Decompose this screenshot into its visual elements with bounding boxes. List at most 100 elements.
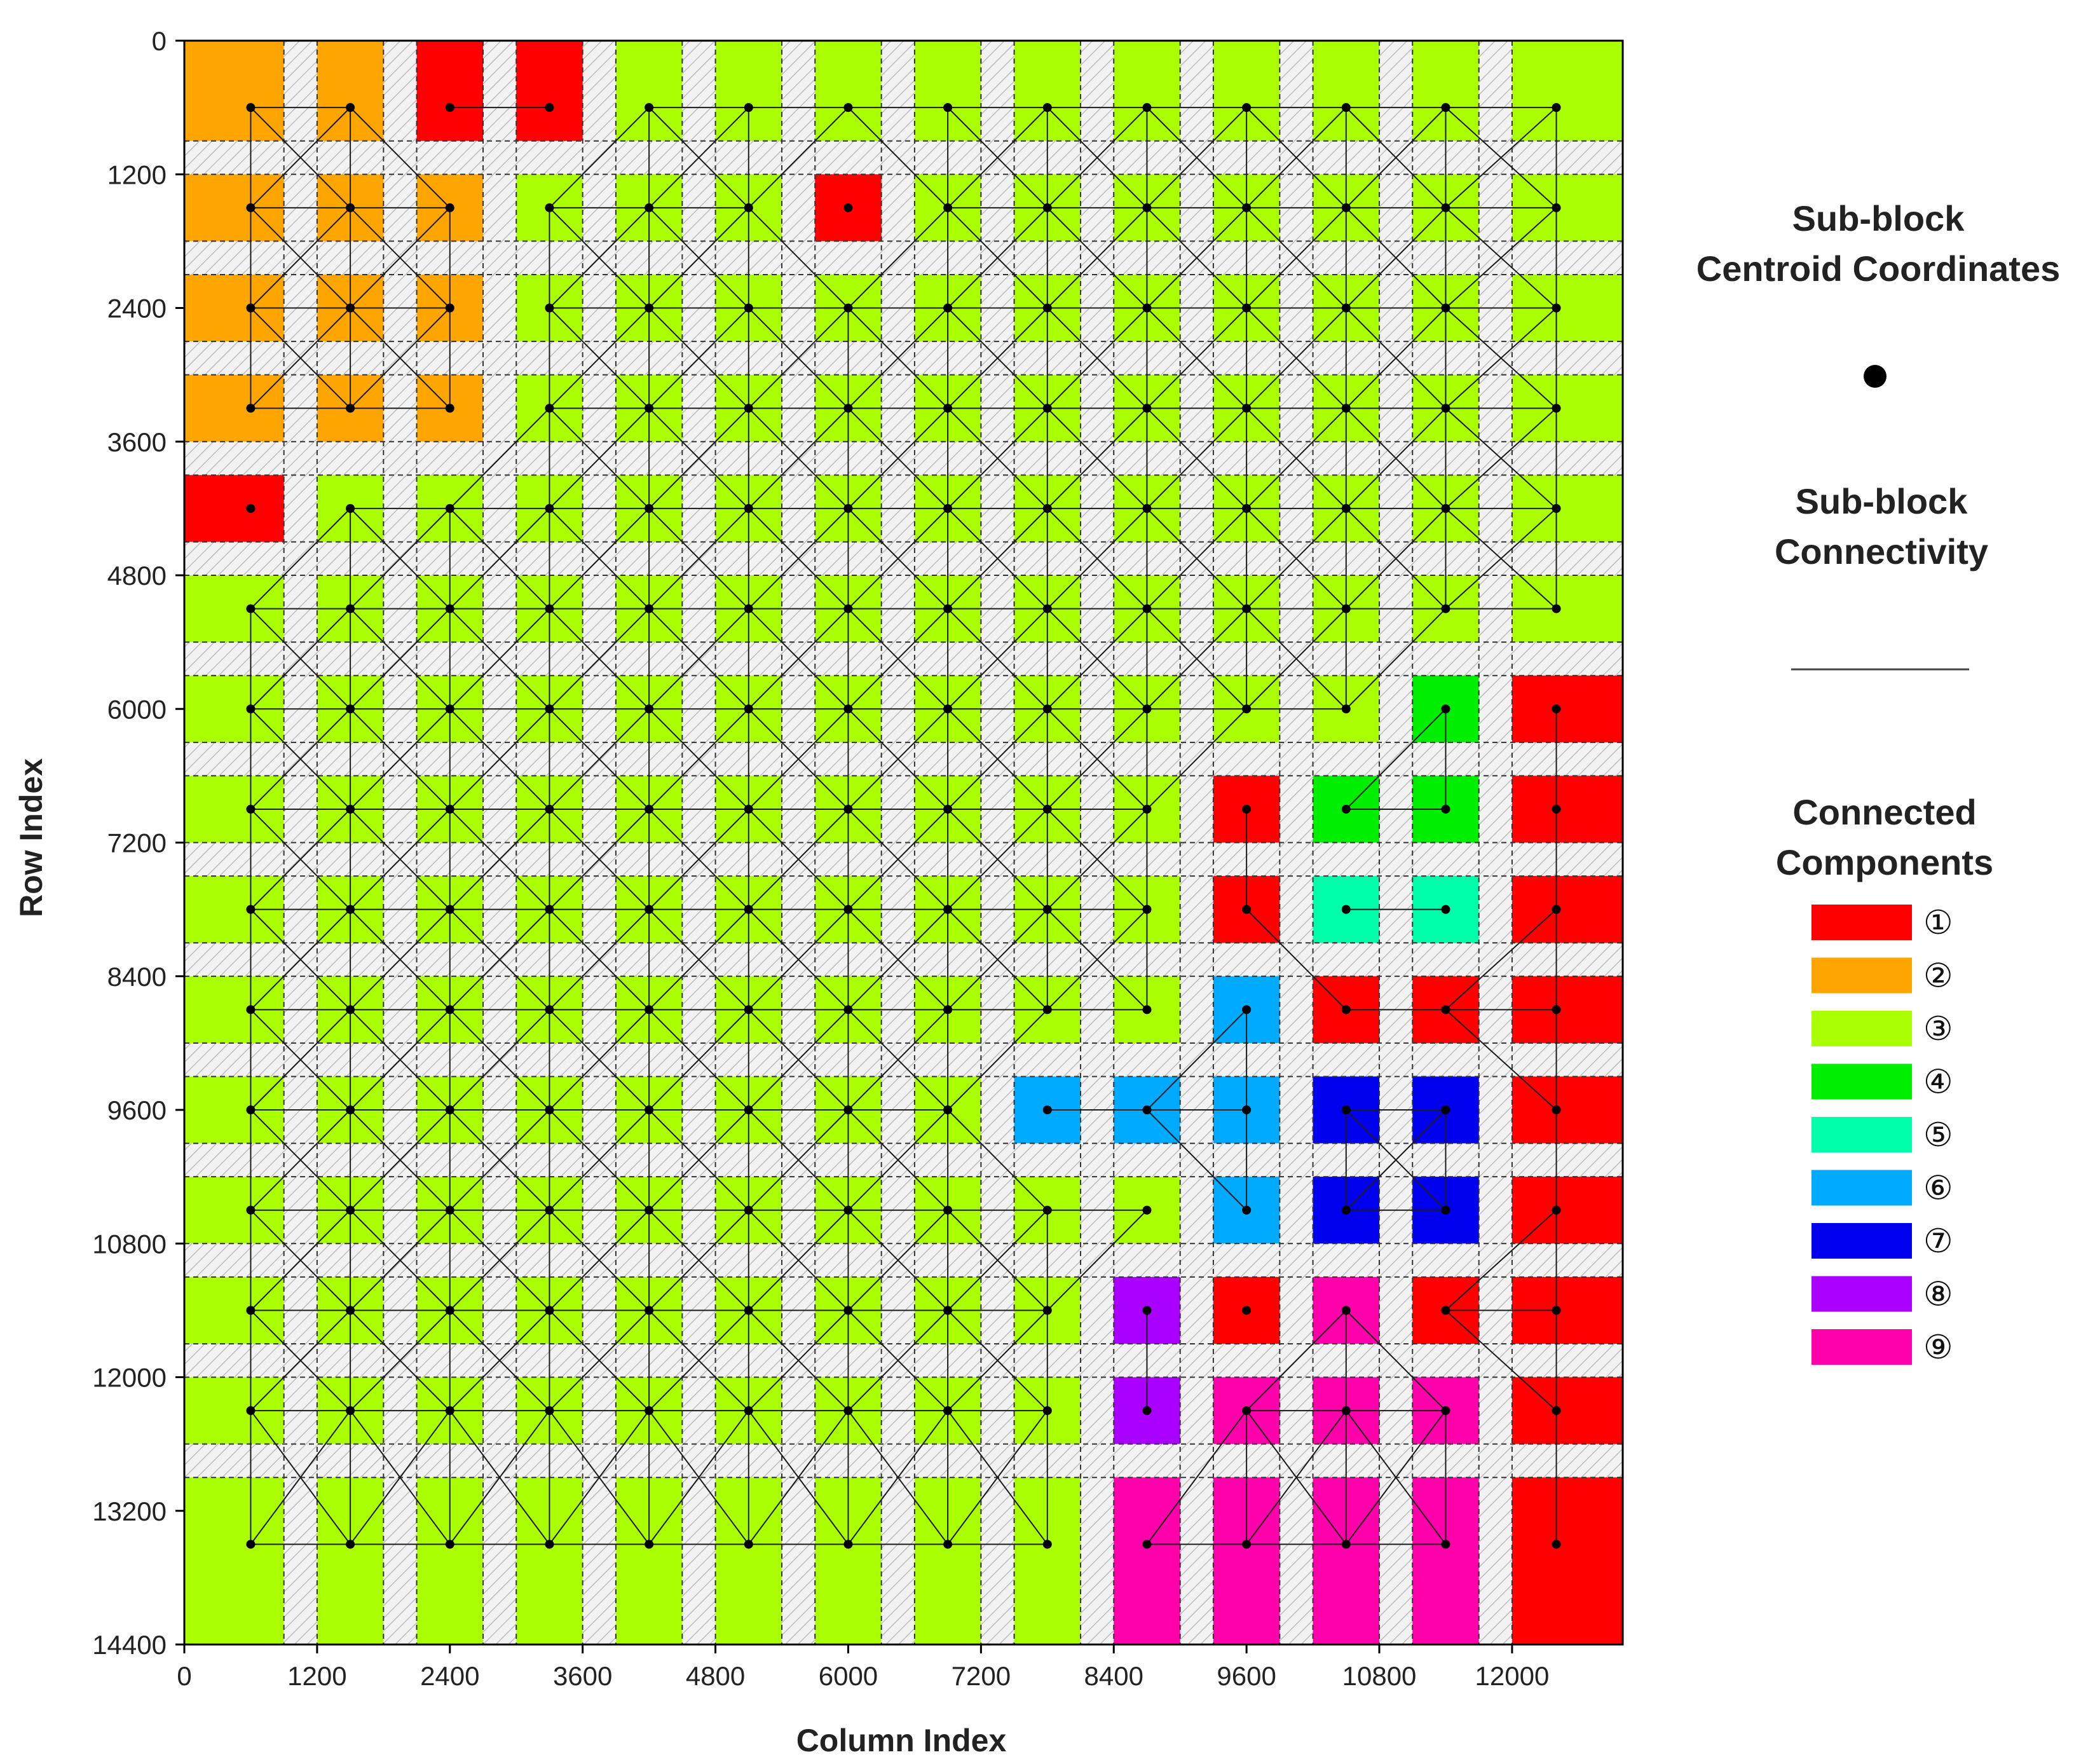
- centroid-point: [943, 1406, 953, 1416]
- legend-swatch: [1811, 1276, 1912, 1312]
- centroid-point: [445, 203, 454, 212]
- centroid-point: [943, 404, 953, 413]
- centroid-point: [1142, 1205, 1152, 1215]
- connectivity-edge: [549, 1209, 650, 1311]
- connectivity-edge: [1146, 307, 1247, 409]
- centroid-point: [1042, 804, 1052, 814]
- centroid-point: [843, 503, 853, 513]
- centroid-point: [943, 203, 953, 212]
- centroid-point: [346, 303, 355, 313]
- x-tick-label: 1200: [287, 1661, 346, 1691]
- legend-components-title-line1: Connected: [1792, 792, 1976, 832]
- centroid-point: [744, 1005, 753, 1015]
- centroid-point: [346, 1406, 355, 1416]
- centroid-point: [843, 1205, 853, 1215]
- centroid-point: [1042, 704, 1052, 714]
- plot-area: [183, 39, 1624, 1646]
- connectivity-edge: [1246, 107, 1347, 209]
- legend-connectivity-title-line2: Connectivity: [1775, 531, 1988, 571]
- centroid-point: [744, 1105, 753, 1114]
- centroid-point: [1552, 1105, 1561, 1114]
- connectivity-edge: [847, 407, 948, 509]
- x-tick-label: 4800: [686, 1661, 745, 1691]
- centroid-point: [843, 1540, 853, 1549]
- connectivity-edge: [648, 107, 749, 209]
- connectivity-edge: [250, 809, 351, 910]
- x-axis-title: Column Index: [796, 1723, 1007, 1758]
- centroid-point: [246, 503, 256, 513]
- connectivity-edge: [1346, 1410, 1447, 1545]
- centroid-point: [1042, 1306, 1052, 1315]
- centroid-point: [1042, 103, 1052, 113]
- connectivity-edge: [350, 608, 451, 709]
- centroid-point: [843, 905, 853, 914]
- connectivity-edge: [847, 1109, 948, 1211]
- centroid-point: [1242, 704, 1252, 714]
- centroid-point: [545, 503, 554, 513]
- connectivity-edge: [549, 809, 650, 910]
- connectivity-edge: [549, 407, 650, 509]
- centroid-point: [645, 804, 654, 814]
- centroid-point: [545, 1540, 554, 1549]
- centroid-point: [843, 1406, 853, 1416]
- legend-component-items: ① ② ③ ④ ⑤ ⑥ ⑦ ⑧ ⑨: [1811, 904, 1953, 1367]
- legend-swatch: [1811, 905, 1912, 940]
- connectivity-edge: [947, 908, 1048, 1011]
- connectivity-edge: [449, 1410, 550, 1545]
- sub-block-cell: [1114, 1477, 1180, 1644]
- connectivity-edge: [648, 307, 749, 409]
- y-axis: 0 1200 2400 3600 4800 6000 7200 8400 9600 10800 12…: [92, 26, 186, 1660]
- centroid-point: [346, 1005, 355, 1015]
- centroid-point: [1552, 103, 1561, 113]
- connectivity-edge: [947, 508, 1048, 610]
- centroid-point: [645, 1205, 654, 1215]
- connectivity-edge: [1346, 1109, 1447, 1211]
- centroid-point: [246, 404, 256, 413]
- connectivity-edge: [549, 908, 650, 1011]
- connectivity-edge: [449, 1209, 550, 1311]
- centroid-point: [645, 905, 654, 914]
- connectivity-edge: [350, 508, 451, 610]
- centroid-point: [843, 604, 853, 613]
- centroid-point: [246, 604, 256, 613]
- connectivity-edge: [1047, 608, 1148, 709]
- centroid-point: [1341, 203, 1351, 212]
- centroid-point: [1142, 1540, 1152, 1549]
- connectivity-edge: [350, 1410, 451, 1545]
- connectivity-edge: [1047, 708, 1148, 810]
- centroid-point: [1552, 804, 1561, 814]
- centroid-point: [545, 103, 554, 113]
- centroid-point: [1441, 704, 1450, 714]
- connectivity-edge: [1445, 1009, 1557, 1111]
- centroid-point: [246, 1105, 256, 1114]
- connectivity-edge: [1047, 207, 1148, 309]
- centroid-point: [645, 404, 654, 413]
- centroid-point: [1552, 1005, 1561, 1015]
- legend-components-title-line2: Components: [1776, 842, 1993, 882]
- centroid-point: [943, 1205, 953, 1215]
- connectivity-edge: [1146, 107, 1247, 209]
- centroid-point: [1441, 1105, 1450, 1114]
- connectivity-edge: [1146, 1109, 1247, 1211]
- connectivity-edge: [947, 1410, 1048, 1545]
- legend-swatch: [1811, 1223, 1912, 1259]
- centroid-point: [1242, 1540, 1252, 1549]
- centroid-point: [1042, 604, 1052, 613]
- centroid-point: [843, 203, 853, 212]
- connectivity-edge: [947, 708, 1048, 810]
- connectivity-edge: [1246, 908, 1347, 1011]
- connectivity-edge: [747, 1410, 849, 1545]
- sub-block-cell: [1511, 675, 1623, 742]
- connectivity-edge: [748, 307, 849, 409]
- connectivity-edge: [449, 508, 550, 610]
- connectivity-edge: [648, 1109, 749, 1211]
- centroid-point: [645, 704, 654, 714]
- centroid-point: [1242, 1406, 1252, 1416]
- centroid-point: [1341, 1406, 1351, 1416]
- centroid-point: [445, 1205, 454, 1215]
- legend-connectivity-title-line1: Sub-block: [1796, 481, 1968, 521]
- connectivity-edge: [947, 407, 1048, 509]
- centroid-point: [1142, 1105, 1152, 1114]
- centroid-point: [1142, 404, 1152, 413]
- centroid-point: [1552, 1540, 1561, 1549]
